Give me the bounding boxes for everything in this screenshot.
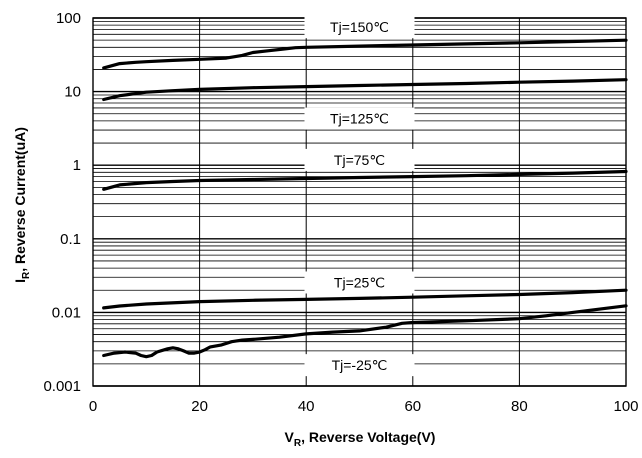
curve-label-box	[304, 271, 415, 294]
x-axis-title-main: V	[285, 429, 295, 445]
curve-label-box	[304, 107, 415, 130]
x-tick-label: 0	[89, 398, 97, 415]
y-tick-label: 10	[64, 84, 81, 101]
y-axis-title-main: I	[12, 279, 28, 283]
curve-labels: Tj=150℃ Tj=125℃ Tj=75℃ Tj=25℃ Tj=-25℃	[304, 16, 415, 377]
y-tick-label: 0.01	[52, 304, 81, 321]
curve-label-box	[304, 16, 415, 39]
y-axis-title-rest: , Reverse Current(uA)	[12, 127, 28, 272]
y-tick-label: 1	[73, 157, 81, 174]
grid-lines	[92, 17, 627, 387]
curve-label: Tj=125℃	[330, 111, 389, 127]
tick-labels: 0 20 40 60 80 100 0.001 0.01 0.1 1 10 100	[43, 10, 638, 415]
series-line	[102, 38, 628, 70]
series-line	[102, 304, 628, 359]
curves	[102, 38, 628, 359]
curve-label: Tj=75℃	[334, 152, 385, 168]
curve-label-box	[304, 148, 415, 171]
series-line	[102, 78, 628, 102]
x-tick-label: 60	[404, 398, 421, 415]
y-tick-label: 100	[56, 10, 81, 27]
x-tick-label: 20	[191, 398, 208, 415]
x-tick-label: 100	[613, 398, 638, 415]
y-tick-label: 0.001	[43, 378, 81, 395]
x-tick-label: 40	[298, 398, 315, 415]
x-axis-title-sub: R	[294, 438, 302, 449]
curve-label: Tj=25℃	[334, 274, 385, 290]
y-axis-title: IR, Reverse Current(uA)	[12, 127, 32, 283]
curve-label: Tj=-25℃	[332, 357, 388, 373]
x-axis-title-rest: , Reverse Voltage(V)	[301, 429, 435, 445]
x-tick-label: 80	[511, 398, 528, 415]
y-tick-label: 0.1	[60, 231, 81, 248]
curve-label: Tj=150℃	[330, 19, 389, 35]
curve-label-box	[304, 354, 415, 377]
series-line	[102, 288, 628, 310]
series-line	[102, 169, 628, 191]
y-axis-title-sub: R	[21, 271, 32, 279]
x-axis-title: VR, Reverse Voltage(V)	[285, 429, 436, 449]
